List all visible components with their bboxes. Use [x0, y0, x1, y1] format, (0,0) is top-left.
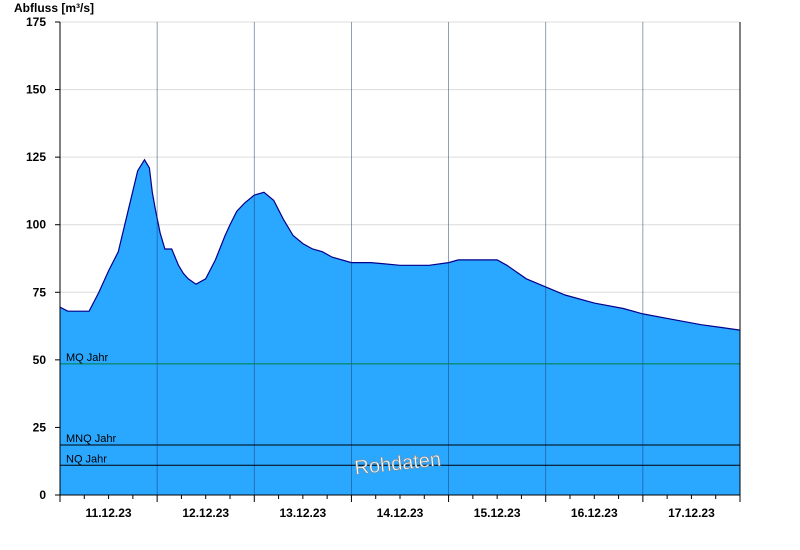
x-tick-label-2: 13.12.23	[279, 506, 326, 520]
y-tick-label-25: 25	[33, 420, 47, 434]
y-tick-label-75: 75	[33, 285, 47, 299]
y-tick-label-175: 175	[26, 15, 46, 29]
x-tick-label-3: 14.12.23	[377, 506, 424, 520]
y-axis-label: Abfluss [m³/s]	[14, 1, 95, 15]
y-tick-label-150: 150	[26, 83, 46, 97]
discharge-line	[59, 158, 741, 331]
x-tick-label-6: 17.12.23	[668, 506, 715, 520]
ref-label-1: MNQ Jahr	[66, 433, 116, 445]
vertical-day-lines	[156, 22, 644, 495]
x-tick-label-0: 11.12.23	[86, 506, 132, 520]
discharge-area	[60, 159, 740, 496]
y-tick-label-125: 125	[26, 150, 46, 164]
reference-lines: MQ Jahr MNQ Jahr NQ Jahr	[60, 352, 740, 466]
y-axis-ticks: 0 25 50 75 100 125 150 175	[26, 15, 60, 502]
y-tick-label-50: 50	[33, 353, 47, 367]
x-tick-label-4: 15.12.23	[474, 506, 521, 520]
y-tick-label-0: 0	[39, 488, 46, 502]
x-tick-label-5: 16.12.23	[571, 506, 618, 520]
x-tick-label-1: 12.12.23	[182, 506, 229, 520]
ref-label-2: NQ Jahr	[66, 453, 107, 465]
y-tick-label-100: 100	[26, 218, 46, 232]
x-axis-ticks: 11.12.23 12.12.23 13.12.23 14.12.23 15.12.23…	[59, 495, 741, 520]
ref-label-0: MQ Jahr	[66, 352, 109, 364]
